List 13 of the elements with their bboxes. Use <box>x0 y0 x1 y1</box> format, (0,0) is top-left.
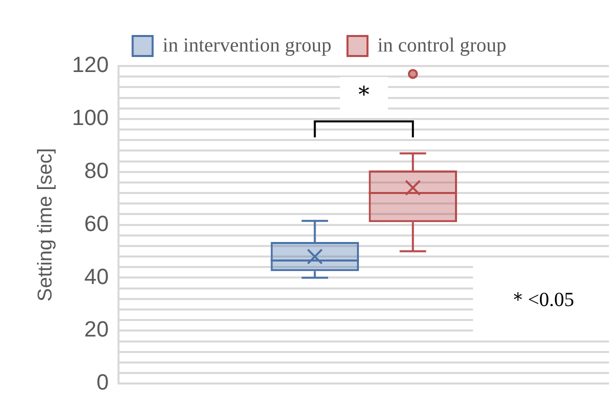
annotation: ＊<0.05 <box>508 288 574 313</box>
y-tick-label: 120 <box>72 52 109 78</box>
y-tick-label: 40 <box>84 264 109 289</box>
annotation: * <box>358 82 370 108</box>
legend-label: in control group <box>377 34 506 56</box>
y-tick-label: 100 <box>72 104 109 130</box>
legend-label: in intervention group <box>162 34 332 56</box>
note-box: ＊<0.05 <box>473 264 609 334</box>
y-axis-title: Setting time [sec] <box>34 148 57 302</box>
y-tick-label: 80 <box>84 158 109 183</box>
y-tick-label: 60 <box>84 210 109 236</box>
y-tick-label: 20 <box>84 316 109 342</box>
y-tick-label: 0 <box>96 370 109 395</box>
